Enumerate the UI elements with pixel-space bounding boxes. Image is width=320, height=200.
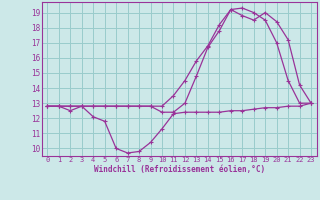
X-axis label: Windchill (Refroidissement éolien,°C): Windchill (Refroidissement éolien,°C)	[94, 165, 265, 174]
